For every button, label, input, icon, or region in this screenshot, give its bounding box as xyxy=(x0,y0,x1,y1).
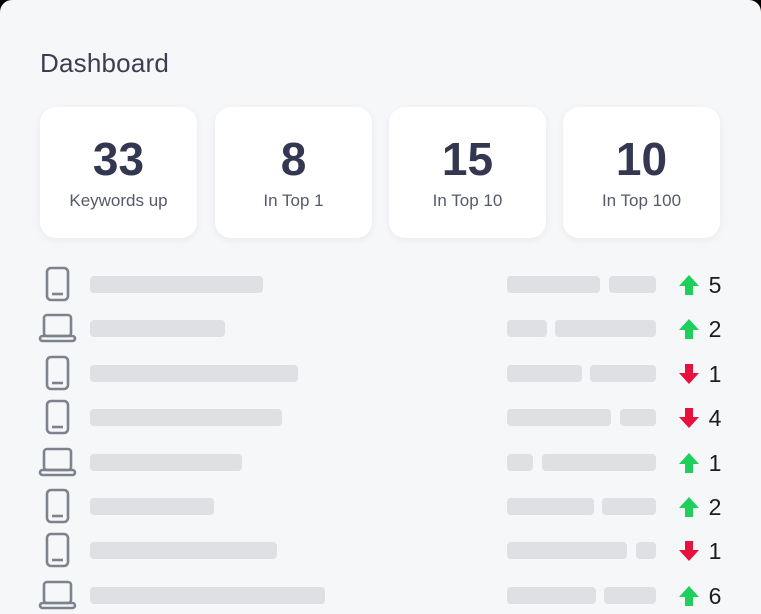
laptop-icon xyxy=(38,447,77,477)
metric-placeholder xyxy=(507,454,533,471)
arrow-down-icon xyxy=(679,364,699,384)
keyword-placeholder xyxy=(90,454,242,471)
arrow-down-icon xyxy=(679,408,699,428)
stat-value: 10 xyxy=(615,133,668,185)
stat-label: In Top 1 xyxy=(263,191,324,210)
metric-placeholder xyxy=(507,542,627,559)
metric-placeholder xyxy=(590,365,656,382)
arrow-up-icon xyxy=(679,275,699,295)
stat-label: In Top 10 xyxy=(432,191,503,210)
rank-change: 4 xyxy=(708,405,722,431)
keyword-placeholder xyxy=(90,409,282,426)
arrow-up-icon xyxy=(679,497,699,517)
stat-card-top-100[interactable]: 10 In Top 100 xyxy=(563,107,720,238)
metric-placeholder xyxy=(542,454,656,471)
stat-label: In Top 100 xyxy=(601,191,682,210)
metric-placeholder xyxy=(507,409,611,426)
metric-placeholder xyxy=(604,587,656,604)
keyword-row[interactable]: 6 xyxy=(0,573,761,614)
keyword-placeholder xyxy=(90,365,298,382)
laptop-icon xyxy=(38,580,77,610)
metric-placeholder xyxy=(620,409,656,426)
keyword-row[interactable]: 1 xyxy=(0,528,761,572)
keyword-placeholder xyxy=(90,276,263,293)
metric-placeholder xyxy=(609,276,656,293)
rank-change: 2 xyxy=(708,494,722,520)
arrow-up-icon xyxy=(679,586,699,606)
keyword-row[interactable]: 1 xyxy=(0,440,761,484)
rank-change: 5 xyxy=(708,272,722,298)
stats-cards: 33 Keywords up 8 In Top 1 15 In Top 10 1… xyxy=(40,107,721,238)
metric-placeholder xyxy=(507,587,596,604)
metric-placeholder xyxy=(555,320,656,337)
stat-card-keywords-up[interactable]: 33 Keywords up xyxy=(40,107,197,238)
rank-change: 1 xyxy=(708,450,722,476)
laptop-icon xyxy=(38,313,77,343)
mobile-icon xyxy=(45,488,70,524)
keyword-placeholder xyxy=(90,320,225,337)
mobile-icon xyxy=(45,266,70,302)
stat-value: 33 xyxy=(92,133,145,185)
mobile-icon xyxy=(45,399,70,435)
keyword-placeholder xyxy=(90,542,277,559)
keyword-row[interactable]: 1 xyxy=(0,351,761,395)
metric-placeholder xyxy=(507,276,600,293)
rank-change: 2 xyxy=(708,316,722,342)
stat-value: 8 xyxy=(280,133,307,185)
arrow-down-icon xyxy=(679,541,699,561)
page-title: Dashboard xyxy=(40,48,169,78)
metric-placeholder xyxy=(507,365,582,382)
keyword-row[interactable]: 2 xyxy=(0,306,761,350)
metric-placeholder xyxy=(602,498,656,515)
keyword-row[interactable]: 2 xyxy=(0,484,761,528)
arrow-up-icon xyxy=(679,319,699,339)
arrow-up-icon xyxy=(679,453,699,473)
metric-placeholder xyxy=(636,542,656,559)
stat-label: Keywords up xyxy=(69,191,168,210)
rank-change: 1 xyxy=(708,361,722,387)
keyword-placeholder xyxy=(90,498,214,515)
keyword-row[interactable]: 5 xyxy=(0,262,761,306)
metric-placeholder xyxy=(507,498,594,515)
stat-value: 15 xyxy=(441,133,494,185)
keyword-placeholder xyxy=(90,587,325,604)
metric-placeholder xyxy=(507,320,547,337)
stat-card-top-10[interactable]: 15 In Top 10 xyxy=(389,107,546,238)
stat-card-top-1[interactable]: 8 In Top 1 xyxy=(215,107,372,238)
mobile-icon xyxy=(45,355,70,391)
rank-change: 6 xyxy=(708,583,722,609)
mobile-icon xyxy=(45,532,70,568)
rank-change: 1 xyxy=(708,538,722,564)
keyword-row[interactable]: 4 xyxy=(0,395,761,439)
